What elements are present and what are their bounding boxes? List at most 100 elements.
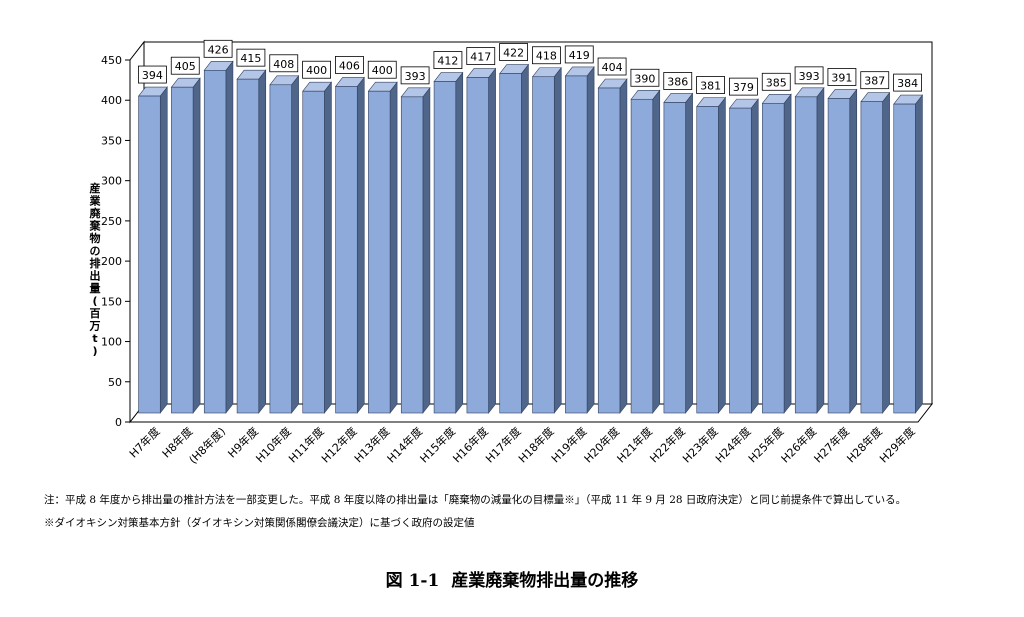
data-label-text: 385 [766, 76, 787, 89]
bar [334, 76, 365, 414]
data-label: 419 [564, 45, 594, 64]
bar [827, 88, 858, 414]
data-label: 426 [203, 39, 233, 58]
bar [794, 86, 825, 414]
x-tick-label: H18年度 [515, 424, 556, 465]
data-label-text: 422 [503, 47, 524, 60]
bar [761, 93, 792, 414]
data-label: 386 [663, 72, 693, 90]
data-label: 417 [466, 47, 496, 65]
bar [531, 66, 562, 414]
x-tick-label: H25年度 [745, 424, 786, 465]
data-label-text: 415 [240, 52, 261, 65]
data-label: 385 [761, 72, 791, 91]
data-label: 408 [269, 54, 299, 73]
y-axis-label: 産業廃棄物の排出量(百万 t) [89, 181, 102, 358]
footnote-1: 注：平成 8 年度から排出量の推計方法を一部変更した。平成 8 年度以降の排出量… [44, 494, 907, 506]
bar [137, 86, 168, 414]
bar [630, 89, 661, 414]
x-tick-label: H13年度 [351, 424, 392, 465]
bar [597, 78, 628, 414]
footnote-2: ※ダイオキシン対策基本方針（ダイオキシン対策関係閣僚会議決定）に基づく政府の設定… [44, 517, 475, 529]
x-tick-label: H12年度 [318, 424, 359, 465]
bar [466, 67, 497, 414]
data-label-text: 400 [306, 64, 327, 77]
x-tick-label: H7年度 [126, 424, 162, 460]
data-label: 391 [827, 68, 857, 86]
figure-caption: 図 1-1 産業廃棄物排出量の推移 [0, 566, 1024, 591]
x-tick-label: H23年度 [679, 424, 720, 465]
x-tick-label: H21年度 [614, 424, 655, 465]
x-tick-label: H15年度 [417, 424, 458, 465]
bar [433, 71, 464, 414]
bar [860, 91, 891, 414]
y-tick-label: 150 [101, 295, 122, 308]
x-tick-label: H26年度 [778, 424, 819, 465]
x-tick-label: H29年度 [876, 424, 917, 465]
data-label: 412 [433, 51, 463, 69]
x-tick-label: H14年度 [384, 424, 425, 465]
data-label-text: 379 [733, 81, 754, 94]
bar [170, 77, 201, 414]
figure-title: 産業廃棄物排出量の推移 [451, 571, 639, 591]
data-label-text: 387 [864, 75, 885, 88]
data-label: 379 [729, 77, 758, 96]
data-label-text: 405 [175, 60, 196, 73]
data-label-text: 390 [634, 72, 655, 85]
data-label-text: 400 [372, 64, 393, 77]
data-label-text: 419 [569, 49, 590, 62]
data-label-text: 384 [897, 77, 918, 90]
data-label: 393 [794, 66, 824, 85]
data-label: 384 [893, 73, 922, 92]
x-tick-label: H19年度 [548, 424, 589, 465]
data-label-text: 418 [536, 50, 557, 63]
y-tick-label: 300 [101, 175, 122, 188]
bar [236, 69, 267, 414]
x-tick-label: H10年度 [253, 424, 294, 465]
data-label-text: 406 [339, 59, 360, 72]
data-label: 381 [696, 76, 725, 94]
y-tick-label: 250 [101, 215, 122, 228]
bar [367, 81, 398, 414]
bar [499, 63, 530, 414]
y-tick-label: 200 [101, 255, 122, 268]
data-label-text: 426 [208, 43, 229, 56]
x-tick-label: (H8年度) [186, 424, 228, 466]
figure-number: 図 1-1 [385, 571, 440, 591]
x-tick-label: H28年度 [844, 424, 885, 465]
data-label-text: 404 [602, 61, 623, 74]
data-label: 405 [170, 56, 200, 75]
y-tick-labels: 0 50 100 150 200 250 300 350 400 450 [101, 54, 122, 429]
x-tick-label: H27年度 [811, 424, 852, 465]
data-label: 393 [400, 66, 430, 85]
data-label: 394 [138, 65, 167, 84]
data-label: 422 [499, 43, 528, 61]
data-label-text: 386 [667, 75, 688, 88]
x-tick-labels: H7年度H8年度(H8年度)H9年度H10年度H11年度H12年度H13年度H1… [126, 424, 917, 466]
data-label: 387 [860, 71, 890, 90]
data-label-text: 408 [273, 58, 294, 71]
data-label: 400 [302, 60, 331, 79]
bar [269, 74, 300, 414]
bar [696, 96, 727, 414]
data-label: 400 [367, 60, 397, 79]
data-label-text: 417 [470, 51, 491, 64]
data-label-text: 381 [700, 80, 721, 93]
bar [564, 66, 595, 414]
bar [302, 81, 333, 414]
bar [728, 98, 759, 414]
data-label: 418 [532, 46, 561, 65]
data-label-text: 394 [142, 69, 163, 82]
data-label: 406 [335, 55, 364, 74]
data-label-text: 391 [831, 71, 852, 84]
data-label-text: 412 [437, 55, 458, 68]
x-tick-label: H16年度 [450, 424, 491, 465]
data-label: 415 [236, 48, 266, 67]
x-tick-label: H22年度 [647, 424, 688, 465]
bars [137, 60, 924, 414]
y-tick-label: 100 [101, 336, 122, 349]
data-label-text: 393 [799, 70, 820, 83]
y-tick-label: 50 [108, 376, 122, 389]
data-label-text: 393 [405, 70, 426, 83]
bar [663, 92, 694, 414]
